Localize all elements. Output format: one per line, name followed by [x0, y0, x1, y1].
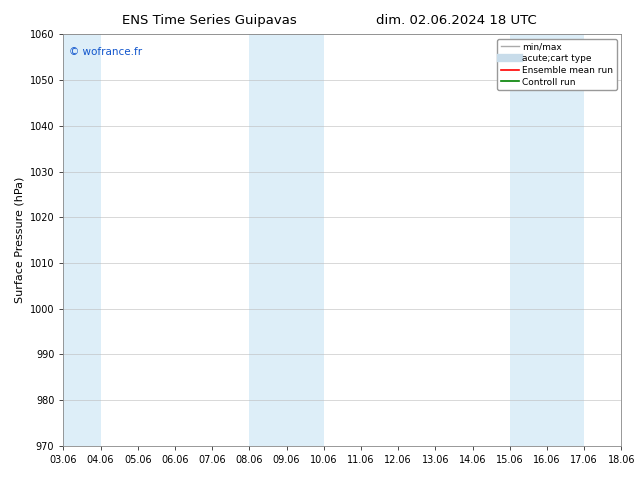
Text: ENS Time Series Guipavas: ENS Time Series Guipavas [122, 14, 297, 27]
Bar [510, 34, 584, 446]
Legend: min/max, acute;cart type, Ensemble mean run, Controll run: min/max, acute;cart type, Ensemble mean … [497, 39, 617, 90]
Bar [63, 34, 101, 446]
Y-axis label: Surface Pressure (hPa): Surface Pressure (hPa) [14, 177, 24, 303]
Text: dim. 02.06.2024 18 UTC: dim. 02.06.2024 18 UTC [376, 14, 537, 27]
Bar [249, 34, 324, 446]
Text: © wofrance.fr: © wofrance.fr [69, 47, 142, 57]
